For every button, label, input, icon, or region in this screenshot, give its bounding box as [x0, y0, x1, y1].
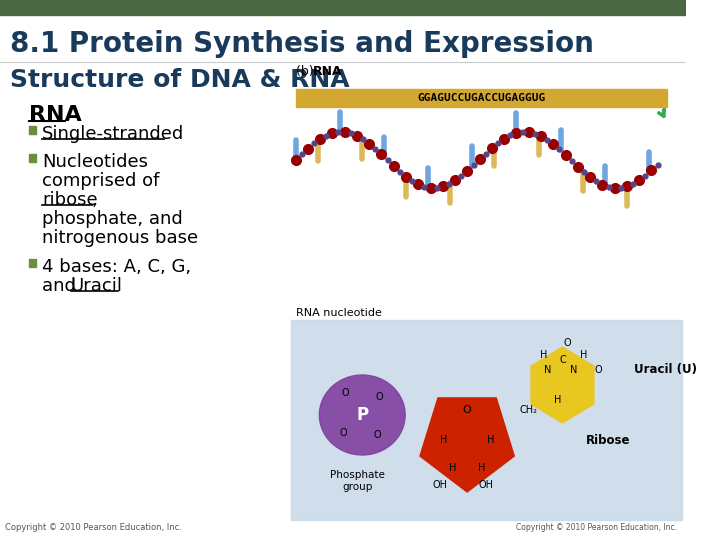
Text: H: H	[580, 350, 587, 360]
Text: Ribose: Ribose	[586, 434, 631, 447]
Text: C: C	[559, 355, 566, 365]
Text: Uracil (U): Uracil (U)	[634, 363, 697, 376]
Text: nitrogenous base: nitrogenous base	[42, 229, 198, 247]
Text: 4 bases: A, C, G,: 4 bases: A, C, G,	[42, 258, 191, 276]
Text: 8.1 Protein Synthesis and Expression: 8.1 Protein Synthesis and Expression	[9, 30, 593, 58]
Ellipse shape	[320, 375, 405, 455]
Text: RNA: RNA	[312, 65, 342, 78]
Bar	[29, 126, 36, 134]
Text: H: H	[449, 463, 456, 473]
Text: ,: ,	[91, 191, 97, 209]
Text: H: H	[540, 350, 547, 360]
Text: Copyright © 2010 Pearson Education, Inc.: Copyright © 2010 Pearson Education, Inc.	[5, 523, 181, 532]
Text: Copyright © 2010 Pearson Education, Inc.: Copyright © 2010 Pearson Education, Inc.	[516, 523, 677, 532]
Text: OH: OH	[433, 480, 448, 490]
Text: RNA: RNA	[29, 105, 81, 125]
Text: P: P	[356, 406, 369, 424]
Bar	[29, 259, 36, 267]
Text: O: O	[564, 338, 571, 348]
Text: O: O	[341, 388, 349, 398]
Bar	[291, 320, 682, 520]
Text: Nucleotides: Nucleotides	[42, 153, 148, 171]
Text: O: O	[339, 428, 347, 438]
Text: N: N	[570, 365, 577, 375]
Bar	[295, 89, 667, 107]
Text: OH: OH	[479, 480, 494, 490]
Text: O: O	[463, 405, 472, 415]
Text: H: H	[554, 395, 562, 405]
Text: Phosphate
group: Phosphate group	[330, 470, 385, 492]
Text: GGAGUCCUGACCUGAGGUG: GGAGUCCUGACCUGAGGUG	[418, 93, 546, 103]
Text: phosphate, and: phosphate, and	[42, 210, 183, 228]
Text: H: H	[478, 463, 485, 473]
Text: Uracil: Uracil	[71, 277, 122, 295]
Bar	[0, 0, 686, 15]
Text: O: O	[374, 430, 382, 440]
Text: N: N	[544, 365, 552, 375]
Text: O: O	[595, 365, 603, 375]
Text: comprised of: comprised of	[42, 172, 159, 190]
Text: and: and	[42, 277, 81, 295]
Text: O: O	[376, 392, 383, 402]
Bar	[29, 154, 36, 162]
Text: Structure of DNA & RNA: Structure of DNA & RNA	[9, 68, 349, 92]
Text: Single-stranded: Single-stranded	[42, 125, 184, 143]
Text: CH₂: CH₂	[520, 405, 538, 415]
Text: (b): (b)	[295, 65, 317, 78]
Text: H: H	[487, 435, 495, 445]
Text: RNA nucleotide: RNA nucleotide	[295, 308, 382, 318]
Text: ribose: ribose	[42, 191, 98, 209]
Text: H: H	[440, 435, 447, 445]
